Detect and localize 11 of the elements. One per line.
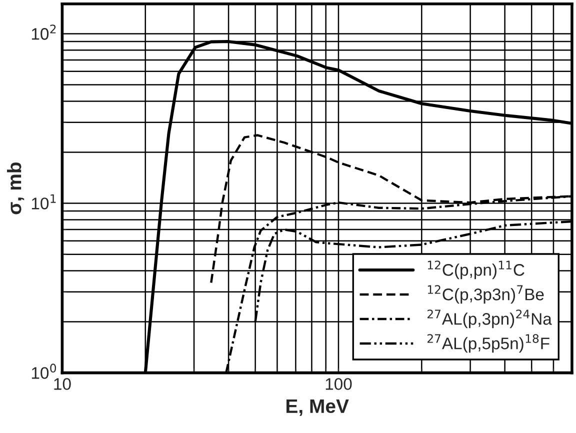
y-tick-label: 10$^{2}$: [32, 24, 56, 40]
legend-label: $^{12}$C(p,pn)$^{11}$C: [428, 260, 524, 280]
legend-label: $^{27}$AL(p,5p5n)$^{18}$F: [427, 334, 550, 353]
x-tick-label: 10: [54, 378, 71, 390]
y-tick-label: 10$^{0}$: [32, 364, 56, 379]
y-tick-label: 10$^{1}$: [32, 194, 56, 210]
x-axis-title: E, MeV: [286, 399, 349, 416]
y-axis-title: σ, mb: [7, 162, 24, 214]
legend-label: $^{27}$AL(p,3pn)$^{24}$Na: [427, 310, 552, 328]
legend-label: $^{12}$C(p,3p3n)$^{7}$Be: [428, 285, 544, 304]
x-tick-label: 100: [326, 378, 352, 390]
